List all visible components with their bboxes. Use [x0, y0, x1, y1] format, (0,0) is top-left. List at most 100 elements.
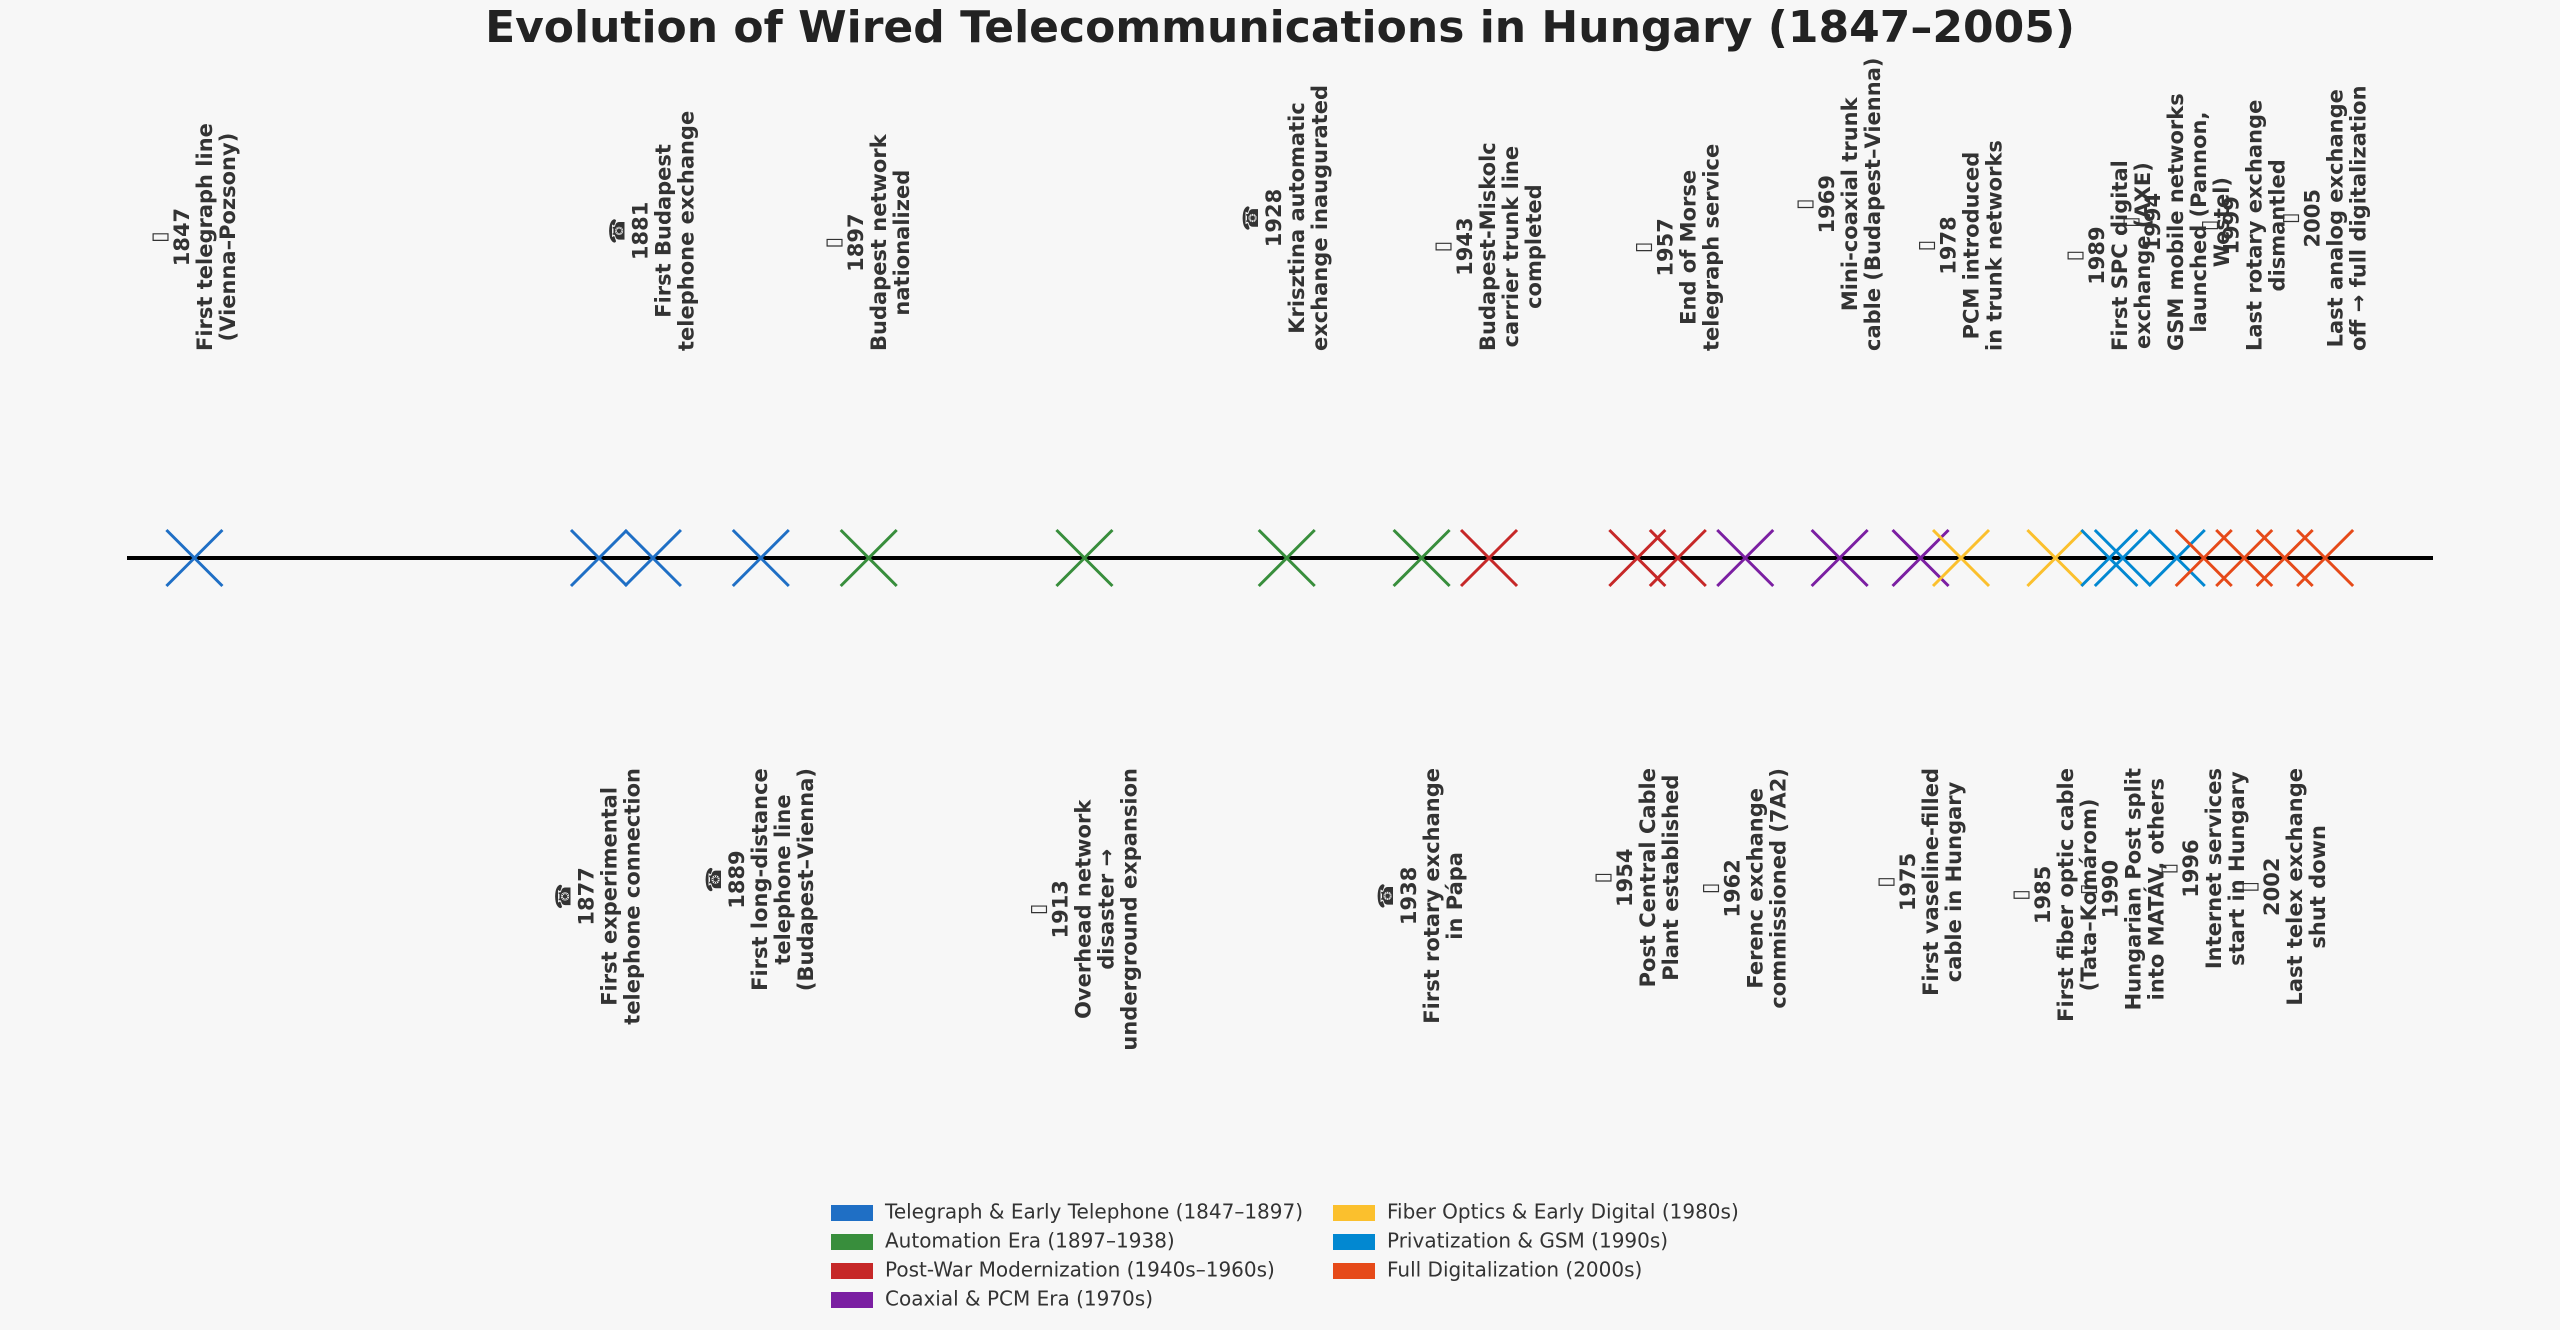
event-marker: [731, 528, 790, 588]
event-marker: [2080, 528, 2139, 588]
legend-label: Telegraph & Early Telephone (1847–1897): [884, 1200, 1303, 1224]
event-text: telegraph service: [1699, 144, 1723, 351]
event-marker: [2296, 528, 2355, 588]
event-label: ☎ 1938 First rotary exchange in Pápa: [1374, 768, 1467, 1024]
event-text: ▯: [821, 237, 845, 249]
event-text: ▯: [2156, 863, 2180, 875]
event-text: telephone connection: [620, 768, 644, 1025]
event-marker: [839, 528, 898, 588]
legend-swatch: [831, 1205, 873, 1221]
event-text: ▯: [1914, 240, 1938, 252]
event-label: ☎ 1889 First long-distance telephone line (B…: [702, 768, 818, 991]
event-text: 1897: [844, 213, 868, 271]
event-label: ▯ 1847 First telegraph line (Vienna–Pozsony…: [147, 123, 240, 351]
event-text: 1996: [2179, 839, 2203, 897]
event-marker: [2026, 528, 2085, 588]
event-text: start in Hungary: [2225, 771, 2249, 966]
event-text: First telegraph line: [193, 123, 217, 351]
event-label: ▯ 1913 Overhead network disaster → undergrou…: [1025, 768, 1141, 1051]
event-text: 2002: [2260, 858, 2284, 916]
event-text: ☎: [702, 866, 726, 892]
event-text: 1969: [1815, 175, 1839, 233]
event-text: Budapest network: [867, 133, 891, 351]
event-text: disaster →: [1094, 849, 1118, 970]
event-text: (Tata–Komárom): [2077, 799, 2101, 992]
event-text: GSM mobile networks: [2164, 93, 2188, 351]
event-text: First rotary exchange: [1420, 768, 1444, 1024]
event-text: 1978: [1937, 216, 1961, 274]
chart-title: Evolution of Wired Telecommunications in…: [485, 2, 2075, 53]
event-label: ▯ 1957 End of Morse telegraph service: [1630, 144, 1723, 351]
event-text: ▯: [2008, 889, 2032, 901]
legend-swatch: [1333, 1263, 1375, 1279]
event-text: telephone exchange: [674, 111, 698, 351]
legend-label: Automation Era (1897–1938): [885, 1229, 1175, 1253]
event-text: 1913: [1048, 880, 1072, 938]
event-text: 1962: [1721, 859, 1745, 917]
event-marker: [1459, 528, 1519, 588]
event-text: ▯: [1630, 242, 1654, 254]
event-text: in trunk networks: [1983, 140, 2007, 351]
event-text: launched (Pannon,: [2187, 112, 2211, 333]
event-marker: [1810, 528, 1869, 588]
event-text: 1990: [2098, 860, 2122, 918]
event-label: ▯ 1985 First fiber optic cable (Tata–Komáro…: [2008, 768, 2101, 1022]
event-text: Last telex exchange: [2283, 768, 2307, 1006]
event-label: ▯ 1989 First SPC digital exchange (AXE): [2062, 160, 2155, 351]
event-text: ▯: [1430, 241, 1454, 253]
event-text: 1938: [1397, 867, 1421, 925]
event-text: 1999: [2220, 196, 2244, 254]
event-text: carrier trunk line: [1499, 146, 1523, 348]
event-text: off → full digitalization: [2347, 85, 2371, 351]
event-text: exchange inaugurated: [1308, 85, 1332, 351]
event-text: Hungarian Post split: [2121, 768, 2145, 1010]
event-text: into MATÁV, others: [2143, 778, 2168, 1000]
event-marker: [1257, 528, 1316, 588]
event-text: ▯: [1873, 876, 1897, 888]
event-text: 1847: [170, 208, 194, 266]
legend-label: Coaxial & PCM Era (1970s): [885, 1287, 1153, 1311]
event-label: ☎ 1928 Krisztina automatic exchange inaugur…: [1239, 85, 1332, 351]
event-text: ☎: [1239, 205, 1263, 231]
event-text: PCM introduced: [1960, 152, 1984, 340]
event-text: Ferenc exchange: [1744, 788, 1768, 989]
event-text: underground expansion: [1117, 768, 1141, 1051]
event-marker: [1891, 528, 1950, 588]
event-text: 1975: [1896, 853, 1920, 911]
event-text: dismantled: [2266, 159, 2290, 291]
legend-swatch: [1333, 1205, 1375, 1221]
event-marker: [1608, 528, 1667, 588]
event-text: Internet services: [2202, 768, 2226, 969]
event-label: ▯ 1996 Internet services start in Hungary: [2156, 768, 2249, 969]
event-text: in Pápa: [1443, 852, 1467, 940]
event-marker: [1392, 528, 1451, 588]
event-text: ▯: [147, 231, 171, 243]
event-marker: [1716, 528, 1775, 588]
event-text: Overhead network: [1071, 799, 1095, 1019]
event-text: First vaseline-filled: [1919, 768, 1943, 996]
event-text: 1877: [574, 867, 598, 925]
event-text: exchange (AXE): [2131, 162, 2155, 349]
event-text: (Budapest–Vienna): [794, 768, 818, 991]
legend-swatch: [831, 1234, 873, 1250]
event-label: ▯ 2002 Last telex exchange shut down: [2237, 768, 2330, 1006]
event-text: shut down: [2306, 825, 2330, 949]
event-marker: [623, 528, 682, 588]
event-text: Post Central Cable: [1636, 768, 1660, 987]
event-text: ▯: [2278, 212, 2302, 224]
event-marker: [1931, 528, 1991, 588]
legend-label: Full Digitalization (2000s): [1387, 1258, 1642, 1282]
event-text: ☎: [551, 883, 575, 909]
event-text: Mini-coaxial trunk: [1838, 96, 1862, 311]
event-text: 1989: [2085, 226, 2109, 284]
event-text: Westel): [2210, 177, 2234, 267]
event-text: 1928: [1262, 189, 1286, 247]
event-label: ☎ 1877 First experimental telephone connect…: [551, 768, 644, 1025]
event-text: First fiber optic cable: [2054, 768, 2078, 1022]
event-label: ▯ 1962 Ferenc exchange commissioned (7A2): [1698, 768, 1791, 1009]
event-marker: [569, 528, 629, 588]
event-text: ▯: [1590, 872, 1614, 884]
event-label: ▯ 2005 Last analog exchange off → full digi…: [2278, 85, 2371, 351]
legend-label: Fiber Optics & Early Digital (1980s): [1387, 1200, 1739, 1224]
